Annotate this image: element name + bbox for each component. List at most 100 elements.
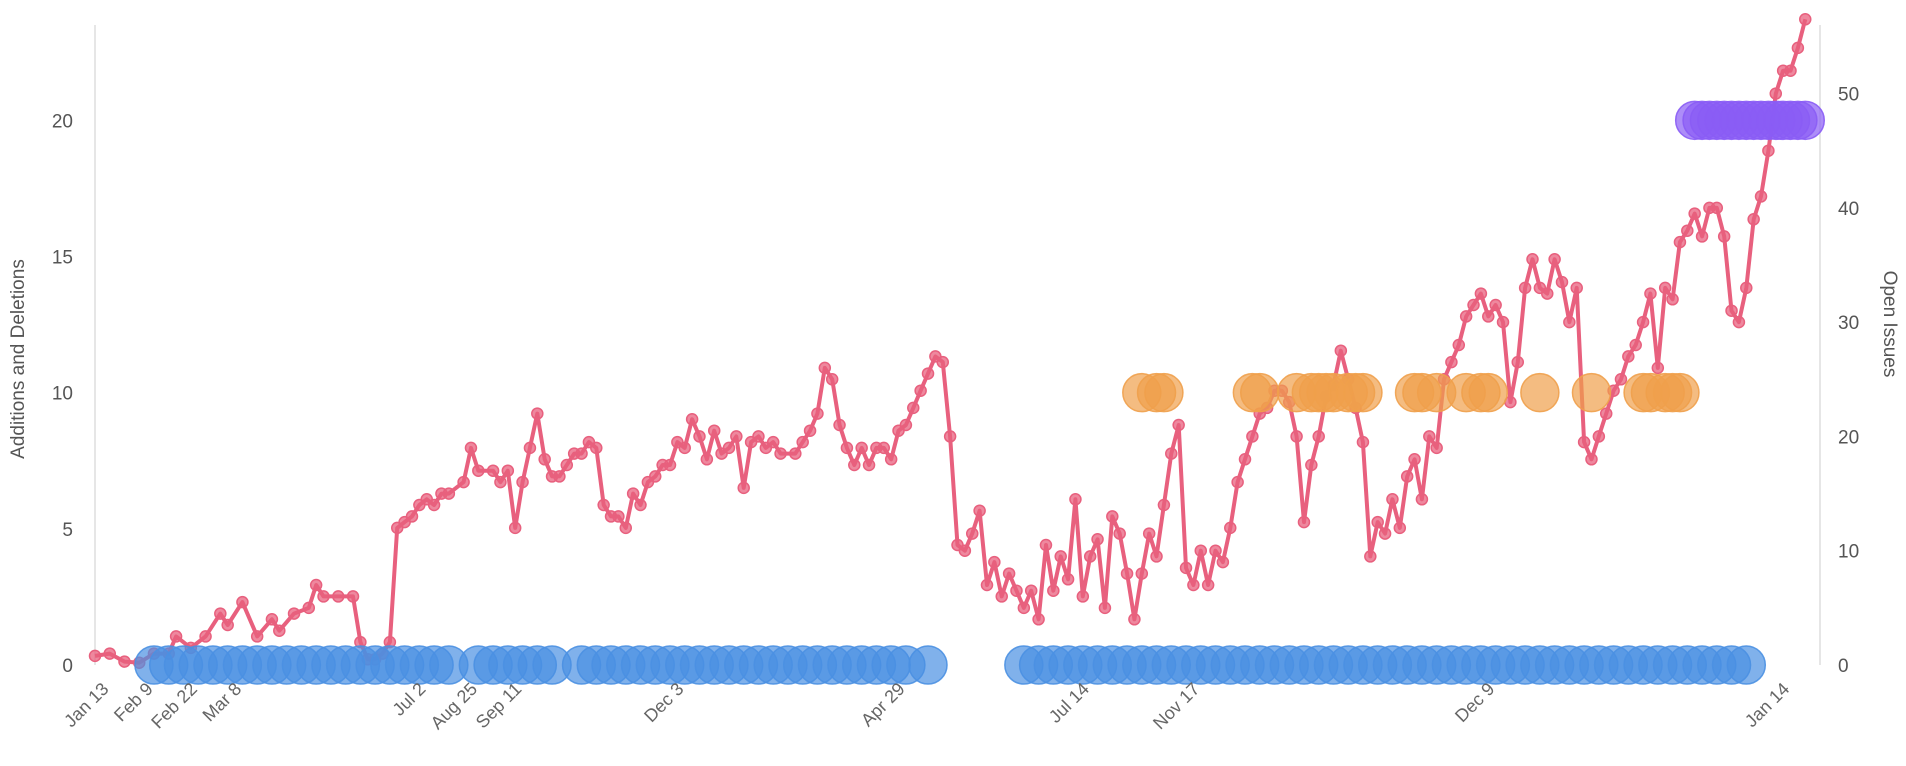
data-point <box>862 458 876 472</box>
data-point <box>855 441 868 455</box>
x-tick-label: Jul 2 <box>389 679 430 720</box>
x-tick-label: Aug 25 <box>427 679 481 733</box>
data-point <box>1106 510 1119 523</box>
data-point <box>1791 41 1805 55</box>
y2-tick-label: 30 <box>1838 313 1859 334</box>
data-point <box>1194 544 1208 557</box>
data-point <box>1246 430 1259 443</box>
data-point <box>921 367 935 380</box>
marker-circle <box>1785 100 1826 141</box>
data-point <box>1695 230 1709 243</box>
data-point <box>1784 64 1797 77</box>
data-point <box>1224 521 1237 535</box>
data-point <box>1585 453 1598 466</box>
data-point <box>1740 281 1753 295</box>
data-point <box>1415 493 1429 506</box>
data-point <box>1032 613 1045 626</box>
data-point <box>457 475 470 489</box>
data-point <box>958 544 972 557</box>
data-point <box>1570 281 1583 295</box>
data-point <box>936 355 950 369</box>
marker-circle <box>1571 372 1612 413</box>
data-point <box>877 441 891 455</box>
data-point <box>1651 361 1665 375</box>
data-point <box>214 607 227 620</box>
data-point <box>1762 144 1775 157</box>
data-point <box>1408 453 1421 466</box>
data-point <box>1681 224 1694 237</box>
data-point <box>1445 355 1458 369</box>
data-point <box>1518 281 1532 295</box>
data-point <box>818 361 832 375</box>
data-point <box>1629 338 1642 352</box>
data-point <box>317 590 330 603</box>
data-point <box>464 441 478 455</box>
data-point <box>1636 315 1650 329</box>
data-point <box>309 578 323 592</box>
x-tick-label: Dec 9 <box>1451 679 1498 726</box>
data-point <box>1179 561 1193 575</box>
data-point <box>1511 355 1525 369</box>
data-point <box>737 481 750 495</box>
data-point <box>265 613 279 626</box>
data-point <box>1474 287 1488 300</box>
data-point <box>685 413 699 426</box>
data-point <box>973 504 986 517</box>
data-point <box>560 458 574 472</box>
data-point <box>590 441 603 455</box>
data-point <box>1769 87 1783 100</box>
data-point <box>803 424 817 437</box>
data-point <box>943 430 957 443</box>
data-point <box>1172 418 1185 432</box>
data-point <box>501 464 515 477</box>
data-point <box>332 590 345 603</box>
x-tick-label: Jan 13 <box>60 679 112 731</box>
data-point <box>1658 281 1672 295</box>
data-point <box>1061 573 1075 586</box>
data-point <box>1002 567 1016 580</box>
data-point <box>1555 275 1569 289</box>
data-point <box>169 630 183 643</box>
data-point <box>1312 430 1325 443</box>
y2-tick-label: 40 <box>1838 199 1859 220</box>
x-tick-label: Feb 22 <box>147 679 201 733</box>
data-point <box>1452 338 1466 352</box>
data-point <box>774 447 787 460</box>
data-point <box>1039 538 1053 552</box>
data-point <box>1187 578 1200 592</box>
series-0 <box>88 13 1812 669</box>
data-point <box>914 384 927 397</box>
data-point <box>730 430 743 443</box>
data-point <box>1290 430 1303 443</box>
data-point <box>1710 201 1724 215</box>
data-point <box>619 521 633 535</box>
data-point <box>995 590 1008 603</box>
data-point <box>516 475 529 489</box>
data-point <box>1799 13 1812 26</box>
data-point <box>1747 213 1760 226</box>
y-tick-label: 5 <box>62 520 73 541</box>
data-point <box>1371 515 1384 529</box>
data-point <box>250 630 264 643</box>
series-line <box>94 18 1808 665</box>
data-point <box>1732 315 1746 329</box>
data-point <box>553 470 566 483</box>
data-point <box>988 555 1001 569</box>
marker-circle <box>1468 372 1509 413</box>
data-point <box>1717 230 1731 243</box>
data-point <box>1047 584 1060 597</box>
data-point <box>1334 344 1348 357</box>
data-point <box>722 441 736 455</box>
data-point <box>811 407 824 420</box>
data-point <box>523 441 537 455</box>
series-layer <box>88 13 1826 685</box>
data-point <box>833 418 846 432</box>
x-tick-label: Sep 11 <box>472 679 526 733</box>
data-point <box>1150 550 1163 563</box>
data-point <box>766 435 780 449</box>
data-point <box>1393 521 1407 535</box>
data-point <box>840 441 854 455</box>
data-point <box>427 498 441 512</box>
y-axis-title: Additions and Deletions <box>8 259 29 459</box>
y-tick-label: 15 <box>52 247 73 268</box>
